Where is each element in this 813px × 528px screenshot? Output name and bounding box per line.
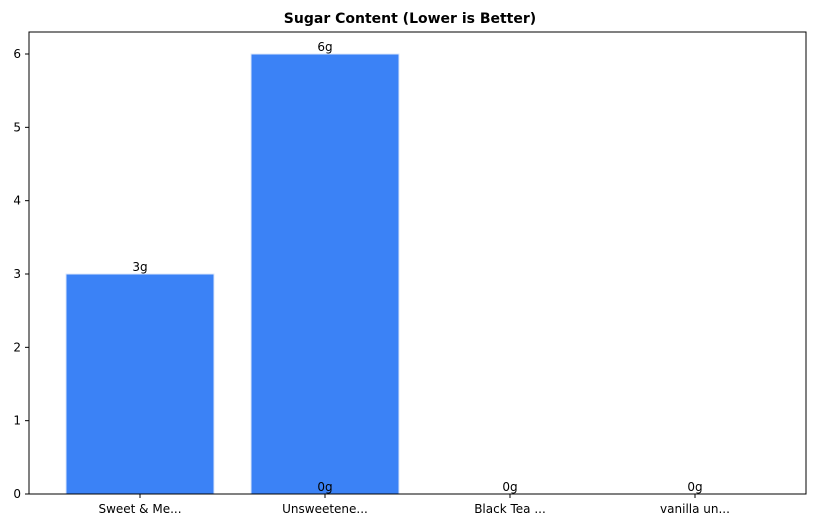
bar-1 (250, 53, 400, 495)
y-tick-label-2: 2 (13, 340, 21, 354)
x-tick-label-3: vanilla un... (660, 502, 730, 516)
y-tick-label-0: 0 (13, 487, 21, 501)
x-tick-label-0: Sweet & Me... (98, 502, 181, 516)
data-label-1: 6g (317, 40, 332, 54)
data-label-extra: 0g (317, 480, 332, 494)
x-tick-label-2: Black Tea ... (474, 502, 546, 516)
bars-layer (65, 53, 400, 495)
x-tick-label-1: Unsweetene... (282, 502, 368, 516)
data-label-0: 3g (132, 260, 147, 274)
y-tick-label-1: 1 (13, 414, 21, 428)
y-tick-label-6: 6 (13, 47, 21, 61)
y-tick-label-3: 3 (13, 267, 21, 281)
data-label-2: 0g (502, 480, 517, 494)
y-tick-label-5: 5 (13, 120, 21, 134)
y-axis: 0 1 2 3 4 5 6 (13, 47, 29, 501)
data-labels-layer: 3g 6g 0g 0g 0g (132, 40, 702, 494)
bar-0 (65, 273, 215, 495)
plot-frame (28, 31, 807, 495)
y-tick-label-4: 4 (13, 194, 21, 208)
chart-title: Sugar Content (Lower is Better) (284, 11, 536, 27)
x-axis: Sweet & Me... Unsweetene... Black Tea ... v… (98, 494, 730, 516)
data-label-3: 0g (687, 480, 702, 494)
